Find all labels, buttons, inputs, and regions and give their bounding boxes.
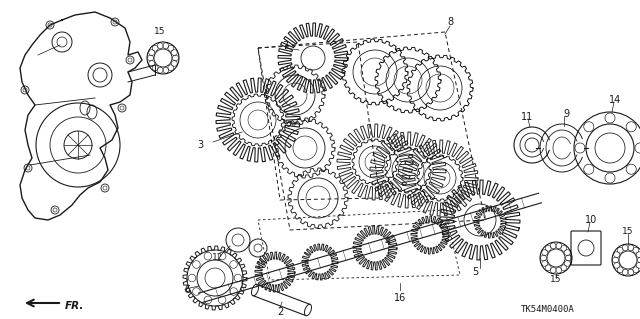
Text: 9: 9 — [563, 109, 569, 119]
Text: 10: 10 — [585, 215, 597, 225]
Text: 13: 13 — [256, 262, 268, 271]
Text: TK54M0400A: TK54M0400A — [521, 306, 575, 315]
Text: 6: 6 — [184, 285, 190, 295]
Text: 8: 8 — [447, 17, 453, 27]
Text: 4: 4 — [385, 237, 391, 247]
Text: 16: 16 — [394, 293, 406, 303]
Text: 12: 12 — [212, 254, 224, 263]
Text: 11: 11 — [521, 112, 533, 122]
Text: 5: 5 — [472, 267, 478, 277]
Text: 15: 15 — [550, 276, 562, 285]
Text: 7: 7 — [282, 41, 288, 51]
Text: 15: 15 — [154, 27, 166, 36]
Text: 2: 2 — [277, 307, 283, 317]
Text: 3: 3 — [197, 140, 203, 150]
Text: 14: 14 — [609, 95, 621, 105]
Text: 15: 15 — [622, 227, 634, 236]
Text: FR.: FR. — [65, 301, 84, 311]
